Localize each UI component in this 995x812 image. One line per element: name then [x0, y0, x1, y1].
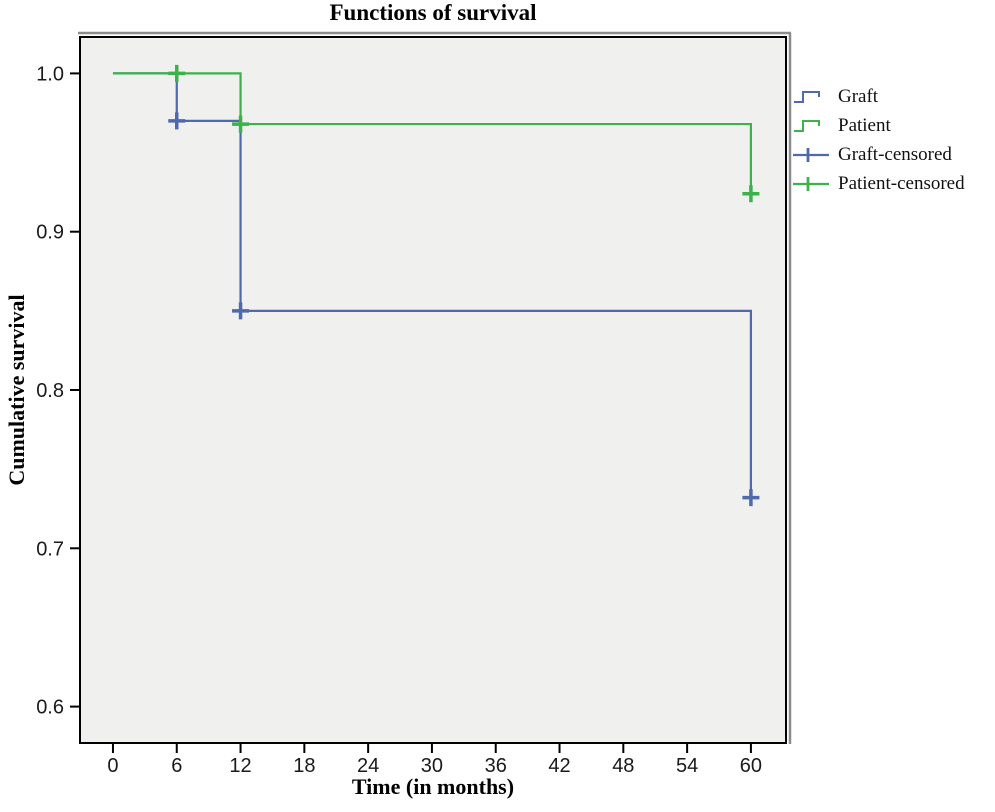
x-axis-tick-label: 60 — [740, 755, 762, 777]
y-axis-tick-label: 0.7 — [36, 538, 64, 560]
x-axis-tick-label: 42 — [548, 755, 570, 777]
chart-title: Functions of survival — [329, 0, 537, 25]
legend-label: Patient-censored — [838, 172, 965, 194]
x-axis-title: Time (in months) — [351, 774, 515, 799]
x-axis-tick-label: 12 — [229, 755, 251, 777]
y-axis-tick-label: 0.6 — [36, 697, 64, 719]
y-axis-tick-label: 1.0 — [36, 63, 64, 85]
x-axis-tick-label: 48 — [612, 755, 634, 777]
y-axis-tick-label: 0.8 — [36, 380, 64, 402]
x-axis-tick-label: 30 — [421, 755, 443, 777]
legend: Graft Patient Graft-censored Patient-censor… — [793, 82, 965, 198]
censor-plus-icon — [793, 147, 829, 162]
y-axis-tick-label: 0.9 — [36, 222, 64, 244]
x-axis-tick-label: 24 — [357, 755, 379, 777]
legend-label: Graft — [838, 85, 879, 107]
plot-background — [79, 36, 787, 744]
x-axis-tick-label: 18 — [293, 755, 315, 777]
x-axis-tick-label: 54 — [676, 755, 698, 777]
x-axis-tick-label: 0 — [107, 755, 118, 777]
legend-item-patient-censored: Patient-censored — [793, 169, 965, 198]
censor-plus-icon — [793, 176, 829, 191]
x-axis-tick-label: 6 — [171, 755, 182, 777]
legend-label: Patient — [838, 114, 891, 136]
legend-item-graft-censored: Graft-censored — [793, 140, 965, 169]
step-line-icon — [794, 119, 820, 132]
legend-item-patient: Patient — [793, 111, 965, 140]
x-axis-tick-label: 36 — [485, 755, 507, 777]
step-line-icon — [794, 90, 820, 103]
legend-item-graft: Graft — [793, 82, 965, 111]
legend-label: Graft-censored — [838, 143, 952, 165]
